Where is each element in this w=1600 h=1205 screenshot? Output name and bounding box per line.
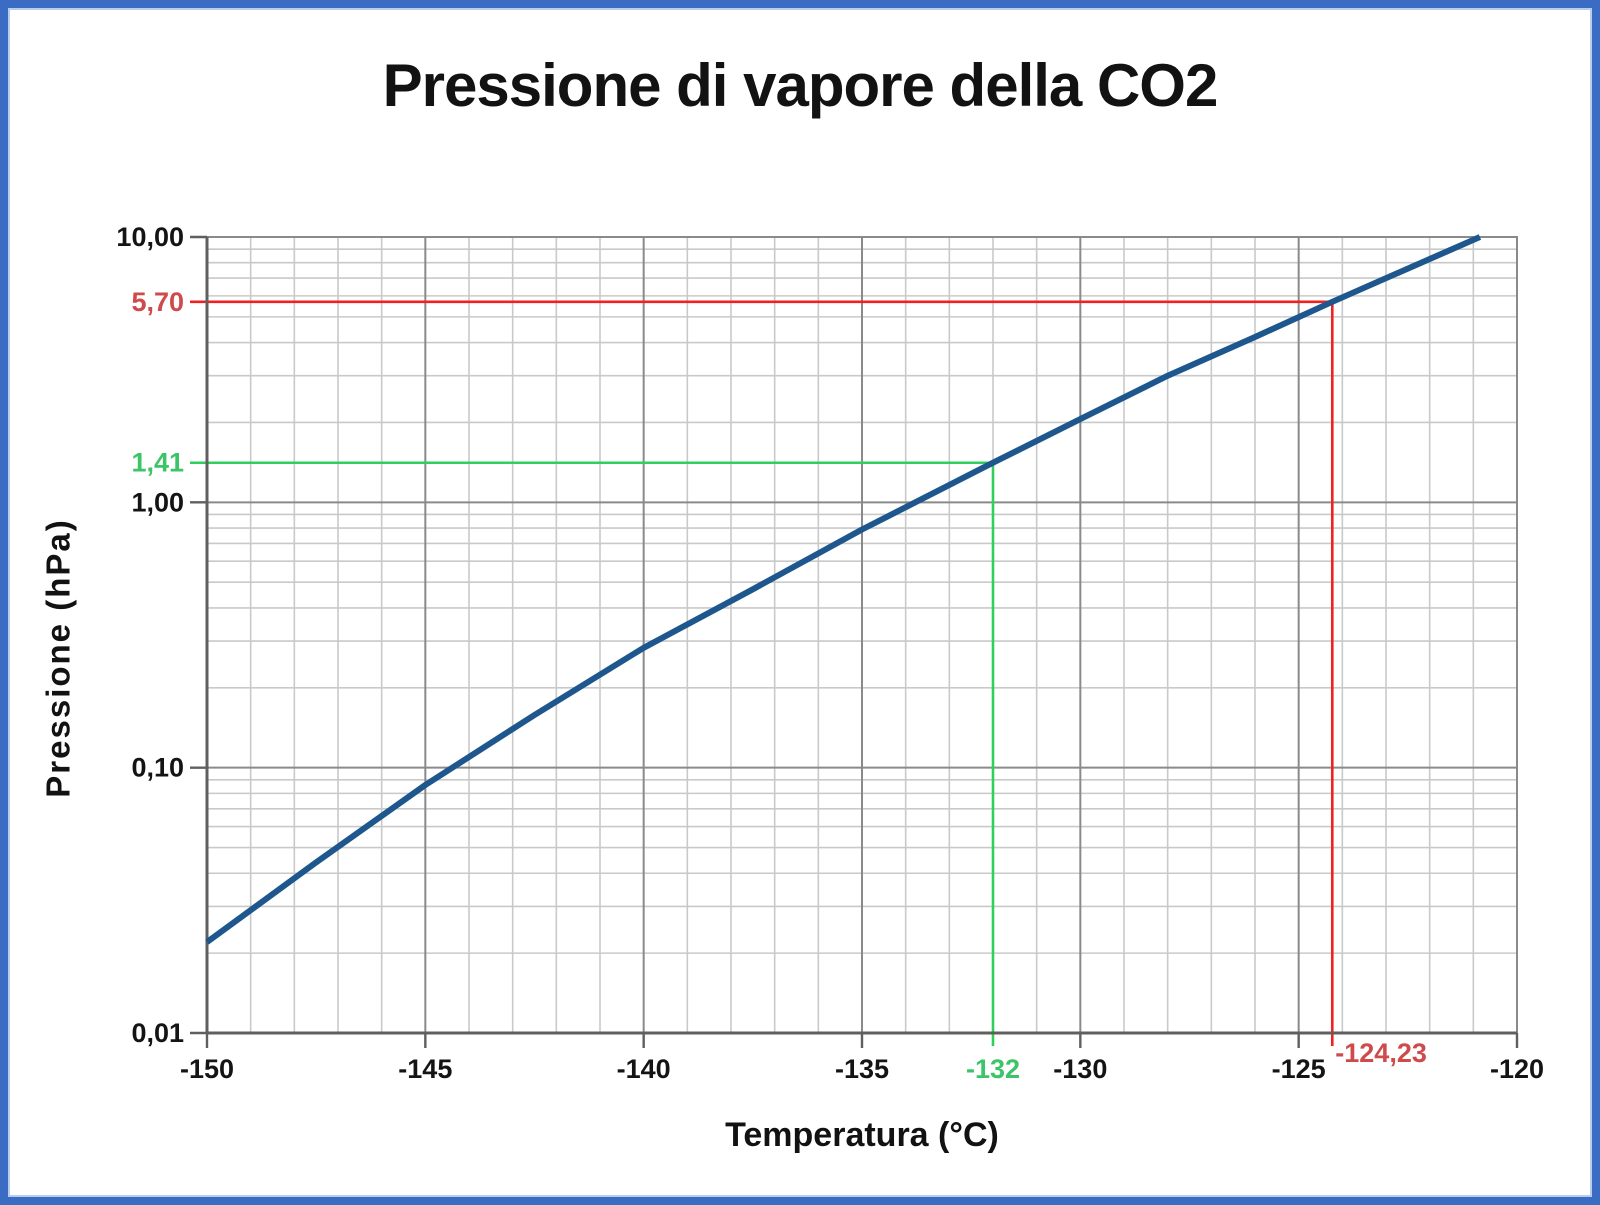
x-tick-label: -145: [398, 1054, 452, 1084]
x-tick-label: -140: [617, 1054, 671, 1084]
x-tick-label: -135: [835, 1054, 889, 1084]
series-pressione-vapore-co2: [205, 234, 1482, 945]
x-tick-label: -130: [1053, 1054, 1107, 1084]
red-reading-x-label: -124,23: [1335, 1038, 1427, 1068]
x-axis-title: Temperatura (°C): [725, 1116, 999, 1154]
green-reading-y-label: 1,41: [131, 448, 184, 478]
y-tick-label: 0,01: [131, 1018, 184, 1048]
y-tick-label: 0,10: [131, 753, 184, 783]
red-reading-y-label: 5,70: [131, 287, 184, 317]
y-tick-label: 1,00: [131, 487, 184, 517]
y-tick-label: 10,00: [116, 222, 184, 252]
green-reading-x-label: -132: [966, 1054, 1020, 1084]
x-tick-label: -125: [1272, 1054, 1326, 1084]
x-tick-label: -150: [180, 1054, 234, 1084]
x-tick-label: -120: [1490, 1054, 1544, 1084]
chart-title: Pressione di vapore della CO2: [382, 52, 1219, 119]
